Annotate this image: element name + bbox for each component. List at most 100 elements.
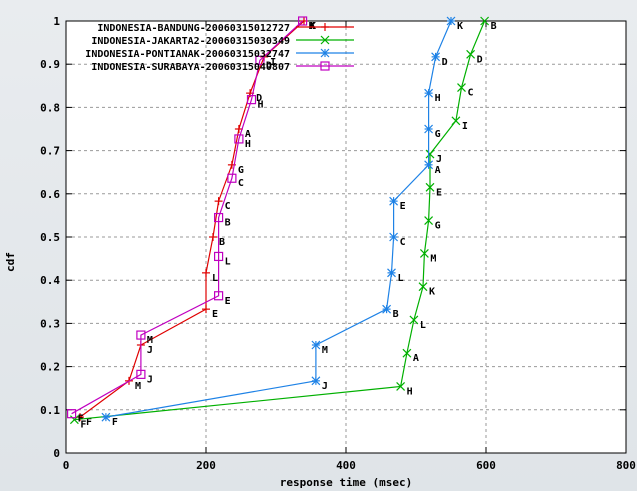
point-label: H bbox=[258, 100, 264, 111]
data-point-marker bbox=[311, 376, 321, 386]
point-label: J bbox=[322, 381, 328, 392]
point-label: K bbox=[429, 287, 435, 298]
x-tick-label: 400 bbox=[336, 459, 356, 472]
marker-stroke bbox=[466, 49, 476, 59]
point-label: H bbox=[245, 139, 251, 150]
point-label: J bbox=[147, 374, 153, 385]
point-label: B bbox=[393, 309, 399, 320]
y-tick-label: 0.9 bbox=[40, 58, 60, 71]
point-label: E bbox=[212, 309, 218, 320]
marker-stroke bbox=[419, 248, 429, 258]
y-tick-label: 0.7 bbox=[40, 145, 60, 158]
marker-stroke bbox=[480, 16, 490, 26]
point-label: G bbox=[435, 221, 441, 232]
point-label: D bbox=[442, 57, 448, 68]
data-point-marker bbox=[320, 61, 330, 71]
series-line bbox=[105, 20, 452, 418]
data-point-marker bbox=[389, 196, 399, 206]
data-point-marker bbox=[389, 232, 399, 242]
data-point-marker bbox=[202, 268, 210, 277]
data-point-marker bbox=[214, 251, 224, 262]
data-point-marker bbox=[419, 248, 429, 258]
marker-stroke bbox=[425, 182, 435, 192]
y-tick-label: 0.2 bbox=[40, 361, 60, 374]
point-label: B bbox=[225, 218, 231, 229]
marker-stroke bbox=[311, 340, 321, 350]
point-label: E bbox=[400, 201, 406, 212]
data-point-marker bbox=[424, 160, 434, 170]
point-label: G bbox=[238, 165, 244, 176]
point-label: J bbox=[436, 154, 442, 165]
point-label: I bbox=[270, 57, 276, 68]
marker-stroke bbox=[66, 409, 77, 419]
point-label: I bbox=[462, 121, 468, 132]
marker-stroke bbox=[431, 52, 441, 62]
point-label: L bbox=[398, 273, 404, 284]
marker-stroke bbox=[425, 149, 435, 159]
data-point-marker bbox=[382, 304, 392, 314]
grid-lines bbox=[66, 21, 626, 453]
data-point-marker bbox=[202, 305, 210, 314]
series-1: FMJELBCGADIK bbox=[76, 17, 316, 428]
x-axis-label: response time (msec) bbox=[280, 476, 412, 489]
series-2: F H A L K M G E J I C D B bbox=[69, 16, 497, 431]
point-label: F bbox=[112, 417, 118, 428]
legend: INDONESIA-BANDUNG-20060315012727 INDONESI… bbox=[85, 23, 354, 73]
marker-stroke bbox=[298, 16, 308, 26]
data-point-marker bbox=[446, 16, 456, 26]
data-point-marker bbox=[480, 16, 490, 26]
point-label: C bbox=[225, 201, 231, 212]
point-label: M bbox=[430, 253, 436, 264]
marker-stroke bbox=[451, 116, 461, 126]
data-point-marker bbox=[234, 134, 244, 144]
y-tick-label: 0.6 bbox=[40, 188, 60, 201]
point-label: B bbox=[219, 237, 225, 248]
point-label: K bbox=[457, 21, 463, 32]
point-label: C bbox=[238, 178, 244, 189]
x-tick-label: 800 bbox=[616, 459, 636, 472]
x-tick-label: 0 bbox=[63, 459, 70, 472]
data-point-marker bbox=[136, 330, 146, 340]
y-tick-label: 0.1 bbox=[40, 404, 60, 417]
data-point-marker bbox=[431, 52, 441, 62]
data-point-marker bbox=[425, 182, 435, 192]
data-point-marker bbox=[246, 95, 257, 105]
data-point-marker bbox=[320, 35, 330, 45]
point-label: D bbox=[266, 60, 272, 71]
marker-stroke bbox=[389, 196, 399, 206]
point-label: A bbox=[413, 353, 419, 364]
point-label: H bbox=[407, 386, 413, 397]
point-label: J bbox=[147, 345, 153, 356]
tick-labels: 0 0.1 0.2 0.3 0.4 0.5 0.6 0.7 0.8 0.9 1 0 200 400 600 8… bbox=[40, 15, 636, 472]
data-point-marker bbox=[396, 382, 406, 391]
legend-entry-label: INDONESIA-SURABAYA-20060315040807 bbox=[91, 62, 290, 73]
y-tick-label: 0.4 bbox=[40, 274, 60, 287]
point-label: G bbox=[435, 129, 441, 140]
point-label: M bbox=[135, 381, 141, 392]
data-point-marker bbox=[66, 409, 77, 419]
point-label: C bbox=[400, 237, 406, 248]
data-point-marker bbox=[424, 216, 434, 226]
y-tick-label: 1 bbox=[53, 15, 60, 28]
marker-stroke bbox=[214, 212, 224, 223]
data-point-marker bbox=[424, 124, 434, 134]
marker-stroke bbox=[320, 35, 330, 45]
series-line bbox=[71, 20, 304, 415]
y-tick-label: 0.8 bbox=[40, 101, 60, 114]
point-label: D bbox=[477, 54, 483, 65]
marker-stroke bbox=[255, 55, 265, 65]
legend-entry-label: INDONESIA-BANDUNG-20060315012727 bbox=[97, 23, 290, 34]
marker-stroke bbox=[136, 330, 146, 340]
marker-stroke bbox=[424, 124, 434, 134]
marker-stroke bbox=[389, 232, 399, 242]
marker-stroke bbox=[234, 134, 244, 144]
point-label: D bbox=[256, 93, 262, 104]
x-tick-label: 600 bbox=[476, 459, 496, 472]
data-point-marker bbox=[466, 49, 476, 59]
marker-stroke bbox=[101, 412, 111, 422]
point-label: L bbox=[420, 320, 426, 331]
marker-stroke bbox=[402, 348, 412, 358]
